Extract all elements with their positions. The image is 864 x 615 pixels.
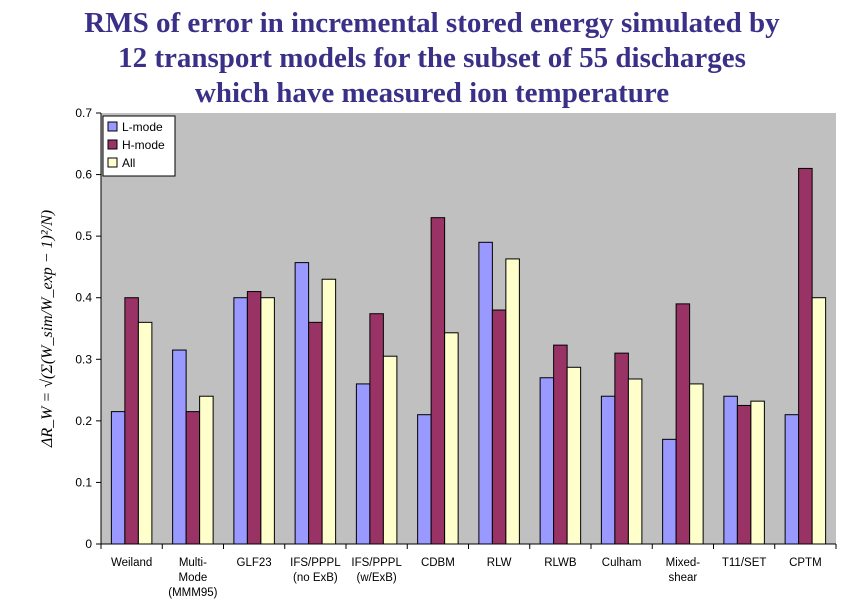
x-tick-label-6-0: RLW	[487, 557, 512, 569]
x-tick-label-9-1: shear	[668, 572, 697, 584]
bar-l-mode-3	[294, 262, 310, 545]
bar-l-mode-2	[233, 297, 248, 545]
legend-label-h-mode: H-mode	[122, 138, 165, 152]
bar-h-mode-7	[553, 344, 568, 545]
chart-title: RMS of error in incremental stored energ…	[0, 6, 864, 111]
bar-l-mode-6	[478, 241, 493, 545]
plot-area	[101, 113, 836, 544]
bar-all-3	[321, 278, 337, 545]
x-tick-label-3-0: IFS/PPPL	[290, 557, 341, 569]
bar-l-mode-7	[539, 377, 555, 545]
bar-all-4	[382, 355, 398, 545]
x-tick-label-2-0: GLF23	[237, 557, 272, 569]
x-tick-label-10-0: T11/SET	[722, 557, 767, 569]
bar-h-mode-1	[185, 411, 201, 545]
bar-all-5	[444, 332, 459, 545]
bar-h-mode-0	[124, 297, 139, 545]
bar-l-mode-0	[110, 411, 126, 545]
x-tick-label-1-0: Multi-	[179, 557, 207, 569]
bar-all-7	[566, 366, 582, 545]
bar-h-mode-11	[798, 167, 813, 545]
bar-h-mode-6	[491, 309, 507, 545]
y-tick-label-3: 0.3	[75, 352, 92, 366]
bar-l-mode-4	[355, 383, 371, 545]
bar-h-mode-8	[614, 352, 629, 545]
x-tick-label-4-0: IFS/PPPL	[351, 557, 402, 569]
chart-title-line-1: RMS of error in incremental stored energ…	[84, 7, 780, 39]
legend-swatch-h-mode	[107, 139, 118, 150]
x-tick-label-4-1: (w/ExB)	[357, 572, 397, 584]
legend-swatch-l-mode	[107, 121, 118, 132]
bar-all-10	[750, 400, 765, 545]
bar-h-mode-5	[430, 217, 446, 545]
y-tick-label-2: 0.2	[75, 414, 92, 428]
y-tick-label-7: 0.7	[75, 106, 92, 120]
x-tick-label-11-0: CPTM	[789, 557, 822, 569]
bar-h-mode-10	[736, 404, 752, 545]
x-tick-label-1-1: Mode	[178, 572, 207, 584]
x-tick-label-3-1: (no ExB)	[293, 572, 338, 584]
chart-title-line-2: 12 transport models for the subset of 55…	[118, 42, 746, 74]
bar-h-mode-9	[675, 303, 691, 545]
x-tick-label-5-0: CDBM	[421, 557, 455, 569]
bar-l-mode-1	[172, 349, 187, 545]
bar-l-mode-10	[723, 395, 738, 545]
bar-all-8	[627, 378, 643, 545]
legend-swatch-all	[107, 157, 118, 168]
y-tick-label-5: 0.5	[75, 229, 92, 243]
y-axis-label: ΔR_W = √(Σ(W_sim/W_exp − 1)²/N)	[39, 210, 56, 448]
bar-l-mode-11	[784, 414, 800, 545]
y-tick-label-0: 0	[85, 537, 92, 551]
y-tick-label-1: 0.1	[75, 475, 92, 489]
x-tick-label-7-0: RLWB	[544, 557, 577, 569]
y-tick-label-6: 0.6	[75, 168, 92, 182]
y-tick-label-4: 0.4	[75, 291, 92, 305]
x-tick-label-1-2: (MMM95)	[168, 587, 217, 599]
legend-label-all: All	[122, 156, 135, 170]
bar-all-0	[137, 321, 153, 545]
bar-l-mode-9	[662, 438, 677, 545]
bar-h-mode-2	[246, 291, 262, 545]
bar-all-1	[199, 395, 214, 545]
legend-label-l-mode: L-mode	[122, 120, 163, 134]
x-tick-label-0-0: Weiland	[111, 557, 152, 569]
bar-all-6	[505, 258, 520, 545]
x-tick-label-8-0: Culham	[602, 557, 642, 569]
bar-all-11	[811, 297, 827, 545]
bar-h-mode-4	[369, 313, 384, 545]
x-tick-label-9-0: Mixed-	[666, 557, 701, 569]
bar-all-9	[689, 383, 704, 545]
bar-h-mode-3	[308, 321, 323, 545]
chart-title-line-3: which have measured ion temperature	[194, 77, 670, 109]
bar-l-mode-8	[600, 395, 616, 545]
bar-l-mode-5	[417, 414, 432, 545]
bar-all-2	[260, 297, 275, 545]
